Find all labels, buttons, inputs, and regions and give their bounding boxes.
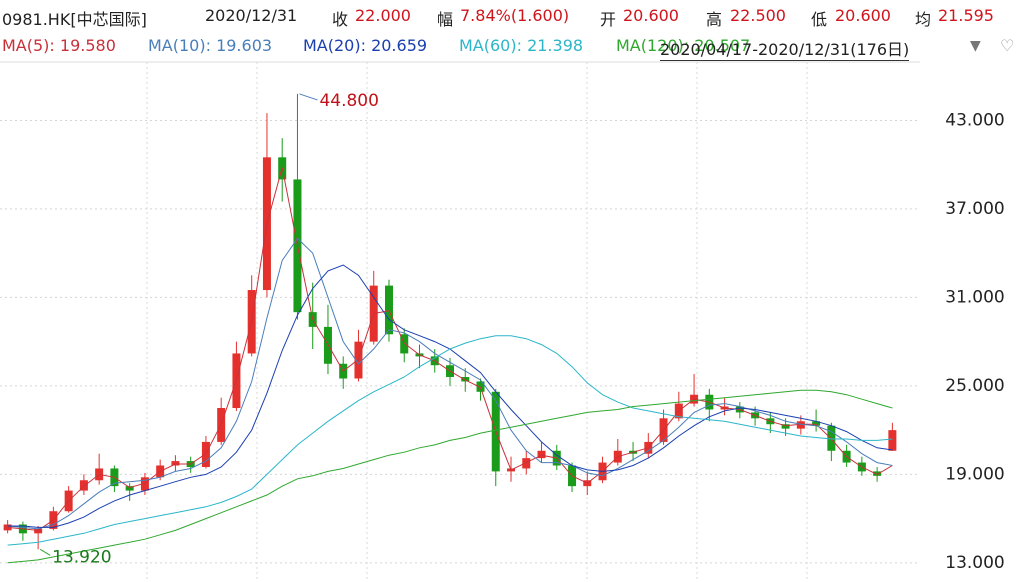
ma-line: [7, 237, 893, 530]
low: 20.600: [835, 6, 891, 25]
label: 均: [915, 10, 932, 29]
annotation: 44.800: [319, 91, 378, 111]
y-tick-label: 25.000: [945, 376, 1004, 396]
legend-entry: MA(10): 19.603: [148, 36, 273, 55]
ma-line: [7, 264, 893, 528]
date: 2020/12/31: [205, 6, 298, 25]
candle-body: [400, 334, 409, 354]
candle-body: [476, 381, 485, 392]
candle-body: [384, 285, 393, 335]
candle-body: [812, 421, 821, 426]
candle-body: [125, 486, 134, 491]
y-tick-label: 31.000: [945, 287, 1004, 307]
label: 收: [332, 10, 349, 29]
legend-entry: MA(20): 20.659: [303, 36, 428, 55]
open: 20.600: [623, 6, 679, 25]
close: 22.000: [355, 6, 411, 25]
candle-body: [873, 471, 882, 476]
candle-body: [201, 441, 210, 467]
high: 22.500: [730, 6, 786, 25]
legend-entry: MA(120): 20.507: [616, 36, 751, 55]
candle-body: [171, 461, 180, 466]
label: 开: [600, 10, 617, 29]
ma-line: [7, 335, 893, 546]
candle-body: [34, 528, 43, 534]
label: 幅: [437, 10, 454, 29]
average: 21.595: [938, 6, 994, 25]
annotation: 13.920: [52, 547, 111, 567]
candle-body: [537, 450, 546, 459]
ma-line: [7, 389, 893, 564]
y-tick-label: 43.000: [945, 110, 1004, 130]
change: 7.84%(1.600): [460, 6, 570, 25]
favorite-icon[interactable]: ♡: [1000, 36, 1015, 55]
stock-code: 0981.HK[中芯国际]: [2, 10, 147, 29]
candle-body: [827, 425, 836, 451]
annotation-arrow: [39, 548, 51, 556]
y-tick-label: 13.000: [945, 553, 1004, 573]
y-tick-label: 37.000: [945, 199, 1004, 219]
label: 低: [811, 10, 828, 29]
date-range[interactable]: 2020/04/17-2020/12/31(176日): [660, 36, 910, 61]
candle-body: [79, 480, 88, 491]
month-separators: [146, 62, 808, 582]
label: 高: [706, 10, 723, 29]
dropdown-icon[interactable]: ▼: [970, 38, 981, 54]
candle-body: [522, 458, 531, 469]
ma-line: [7, 167, 893, 531]
legend-entry: MA(5): 19.580: [2, 36, 116, 55]
candle-body: [461, 377, 470, 382]
candle-body: [354, 341, 363, 379]
legend-entry: MA(60): 21.398: [459, 36, 584, 55]
candle-body: [140, 477, 149, 491]
candle-body: [796, 421, 805, 429]
y-tick-label: 19.000: [945, 464, 1004, 484]
annotation-arrow: [299, 93, 318, 101]
candle-body: [781, 424, 790, 429]
candle-body: [888, 430, 897, 451]
